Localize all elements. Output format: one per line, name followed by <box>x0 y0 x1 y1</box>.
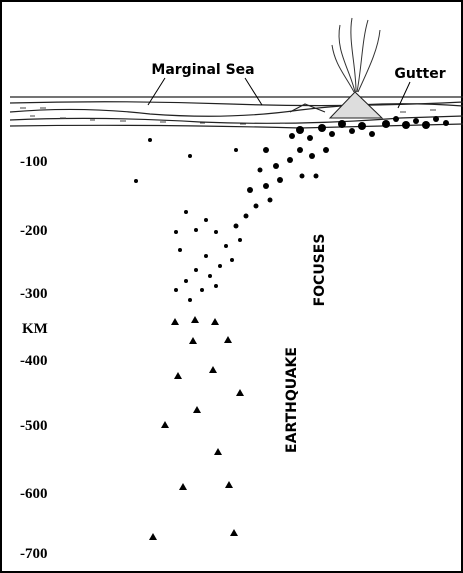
deep-focus <box>179 483 187 490</box>
volcano-plume <box>331 17 381 93</box>
deep-focus <box>230 529 238 536</box>
focus-dot <box>224 244 228 248</box>
label-leaders <box>147 77 411 109</box>
focus-dot <box>267 197 273 203</box>
focus-dot <box>234 148 238 152</box>
depth-label: -400 <box>20 353 48 369</box>
focus-dot <box>200 288 204 292</box>
focus-dot <box>188 298 192 302</box>
focus-dot <box>257 167 263 173</box>
volcano <box>328 91 384 119</box>
surface-layers <box>9 96 463 129</box>
focus-dot <box>218 264 222 268</box>
focus-dot <box>263 183 269 189</box>
focus-dot <box>238 238 242 242</box>
focus-dot <box>243 213 249 219</box>
focus-dot <box>297 147 303 153</box>
focus-dot <box>214 284 218 288</box>
focus-dot <box>318 124 326 132</box>
deep-focus <box>224 336 232 343</box>
deep-focus <box>211 318 219 325</box>
deep-focus <box>209 366 217 373</box>
deep-focus <box>193 406 201 413</box>
focus-dot <box>263 147 269 153</box>
focus-dot <box>313 173 319 179</box>
focus-dot <box>233 223 239 229</box>
focus-dot <box>287 157 293 163</box>
focus-dot <box>422 121 430 129</box>
depth-labels: -100 -200 -300 -400 -500 -600 -700 <box>20 154 48 562</box>
marginal-sea-label: Marginal Sea <box>151 62 254 78</box>
focus-dot <box>329 131 335 137</box>
focus-dot <box>184 210 188 214</box>
focus-dot <box>247 187 253 193</box>
focus-dot <box>349 128 355 134</box>
focus-dot <box>134 179 138 183</box>
focus-dot <box>204 218 208 222</box>
deep-focus <box>174 372 182 379</box>
focus-dot <box>148 138 152 142</box>
focus-dot <box>323 147 329 153</box>
focus-dot <box>194 268 198 272</box>
focus-dot <box>338 120 346 128</box>
focus-dot <box>402 121 410 129</box>
focus-dot <box>309 153 315 159</box>
depth-label: -200 <box>20 223 48 239</box>
earthquake-label: EARTHQUAKE <box>284 347 300 453</box>
depth-label: -700 <box>20 546 48 562</box>
focus-dot <box>208 274 212 278</box>
focus-dot <box>230 258 234 262</box>
focus-dot <box>273 163 279 169</box>
deep-focus <box>214 448 222 455</box>
focus-dot <box>382 120 390 128</box>
focus-dot <box>194 228 198 232</box>
focus-dot <box>214 230 218 234</box>
deep-focus <box>191 316 199 323</box>
focus-dot <box>307 135 313 141</box>
focus-dot <box>443 120 449 126</box>
unit-label: KM <box>22 321 48 337</box>
focus-dot <box>184 279 188 283</box>
focus-dot <box>174 288 178 292</box>
focus-dot <box>358 122 366 130</box>
focus-dot <box>253 203 259 209</box>
focus-dot <box>413 118 419 124</box>
focuses-label: FOCUSES <box>312 234 328 307</box>
gutter-label: Gutter <box>394 66 445 82</box>
deep-focus <box>149 533 157 540</box>
deep-focus <box>225 481 233 488</box>
focus-dot <box>178 248 182 252</box>
depth-label: -300 <box>20 286 48 302</box>
focus-dot <box>369 131 375 137</box>
focus-dot <box>188 154 192 158</box>
deep-focus <box>236 389 244 396</box>
deep-focus <box>171 318 179 325</box>
focus-dot <box>433 116 439 122</box>
focus-dot <box>296 126 304 134</box>
focus-dot <box>174 230 178 234</box>
focus-dot <box>393 116 399 122</box>
focus-dot <box>204 254 208 258</box>
depth-label: -600 <box>20 486 48 502</box>
earthquake-foci <box>134 116 449 540</box>
deep-focus <box>161 421 169 428</box>
sediment-dashes <box>20 107 436 125</box>
focus-dot <box>289 133 295 139</box>
depth-label: -500 <box>20 418 48 434</box>
focus-dot <box>299 173 305 179</box>
focus-dot <box>277 177 283 183</box>
deep-focus <box>189 337 197 344</box>
depth-label: -100 <box>20 154 48 170</box>
